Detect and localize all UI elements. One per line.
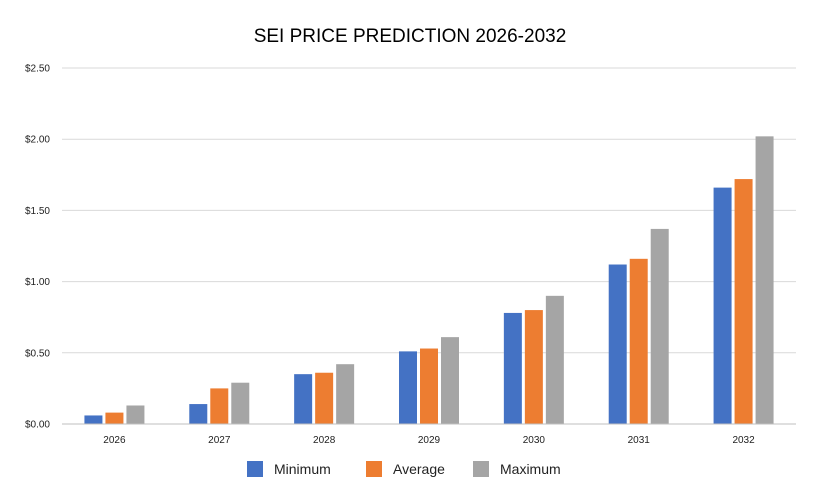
y-tick-label: $1.50 [25, 206, 50, 217]
legend: Minimum Average Maximum [247, 461, 561, 477]
bar-minimum-2032 [713, 187, 732, 424]
y-tick-label: $1.00 [25, 277, 50, 288]
y-tick-label: $2.50 [25, 64, 50, 75]
legend-label-maximum: Maximum [500, 461, 561, 477]
y-axis-tick-labels: $0.00 $0.50 $1.00 $1.50 $2.00 $2.50 [25, 64, 50, 431]
legend-label-minimum: Minimum [274, 461, 331, 477]
bar-maximum-2026 [126, 405, 145, 424]
x-tick-label: 2027 [208, 435, 231, 446]
x-tick-label: 2032 [732, 435, 755, 446]
bar-maximum-2029 [441, 337, 459, 424]
bar-average-2027 [210, 388, 229, 424]
bar-maximum-2031 [650, 228, 669, 424]
bar-average-2029 [420, 348, 438, 424]
chart-title: SEI PRICE PREDICTION 2026-2032 [254, 26, 567, 47]
y-tick-label: $0.00 [25, 420, 50, 431]
bar-minimum-2029 [399, 351, 417, 424]
bar-maximum-2027 [231, 382, 250, 424]
bars [84, 136, 774, 425]
bar-minimum-2027 [189, 404, 208, 424]
legend-swatch-average [366, 461, 382, 477]
bar-average-2026 [105, 412, 124, 424]
bar-minimum-2030 [503, 312, 522, 424]
bar-average-2030 [524, 310, 543, 424]
legend-label-average: Average [393, 461, 445, 477]
legend-swatch-minimum [247, 461, 263, 477]
grid-lines [62, 67, 796, 354]
bar-minimum-2031 [608, 264, 627, 424]
legend-swatch-maximum [473, 461, 489, 477]
x-tick-label: 2026 [103, 435, 126, 446]
x-tick-label: 2028 [313, 435, 336, 446]
bar-maximum-2028 [336, 364, 355, 424]
x-tick-label: 2030 [523, 435, 546, 446]
bar-minimum-2028 [294, 374, 313, 424]
y-tick-label: $0.50 [25, 348, 50, 359]
x-tick-label: 2029 [418, 435, 441, 446]
bar-minimum-2026 [84, 415, 103, 424]
x-axis-tick-labels: 2026 2027 2028 2029 2030 2031 2032 [103, 435, 755, 446]
y-tick-label: $2.00 [25, 135, 50, 146]
x-tick-label: 2031 [628, 435, 651, 446]
bar-maximum-2030 [545, 295, 564, 424]
bar-maximum-2032 [755, 136, 774, 425]
bar-average-2028 [315, 372, 334, 424]
bar-average-2032 [734, 179, 753, 424]
bar-average-2031 [629, 258, 648, 424]
